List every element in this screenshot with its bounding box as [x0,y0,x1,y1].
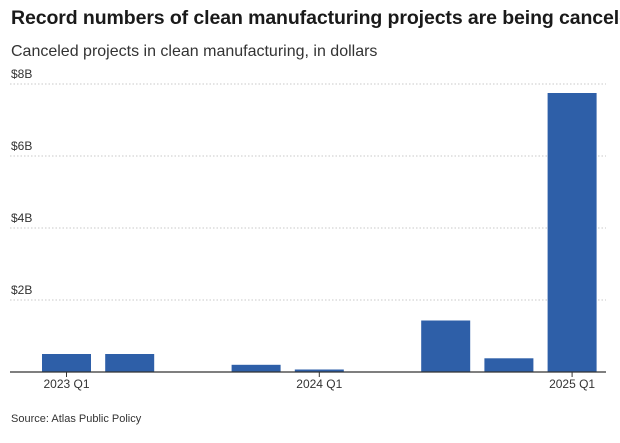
y-tick-label: $6B [11,139,32,153]
bar-2023-q4 [231,364,281,372]
source-note: Source: Atlas Public Policy [11,413,142,425]
y-tick-label: $2B [11,283,32,297]
x-tick-label: 2024 Q1 [296,377,342,391]
x-tick-label: 2023 Q1 [43,377,89,391]
bar-2024-q1 [294,369,344,372]
chart-subtitle: Canceled projects in clean manufacturing… [11,43,378,60]
chart-title: Record numbers of clean manufacturing pr… [11,7,620,29]
bar-2023-q1 [42,354,91,372]
y-tick-label: $8B [11,67,32,81]
x-tick-label: 2025 Q1 [549,377,595,391]
bar-2024-q3 [421,320,471,372]
y-tick-label: $4B [11,211,32,225]
bar-2025-q1 [547,93,597,372]
bar-2023-q2 [105,354,155,372]
bar-2024-q4 [484,358,534,372]
